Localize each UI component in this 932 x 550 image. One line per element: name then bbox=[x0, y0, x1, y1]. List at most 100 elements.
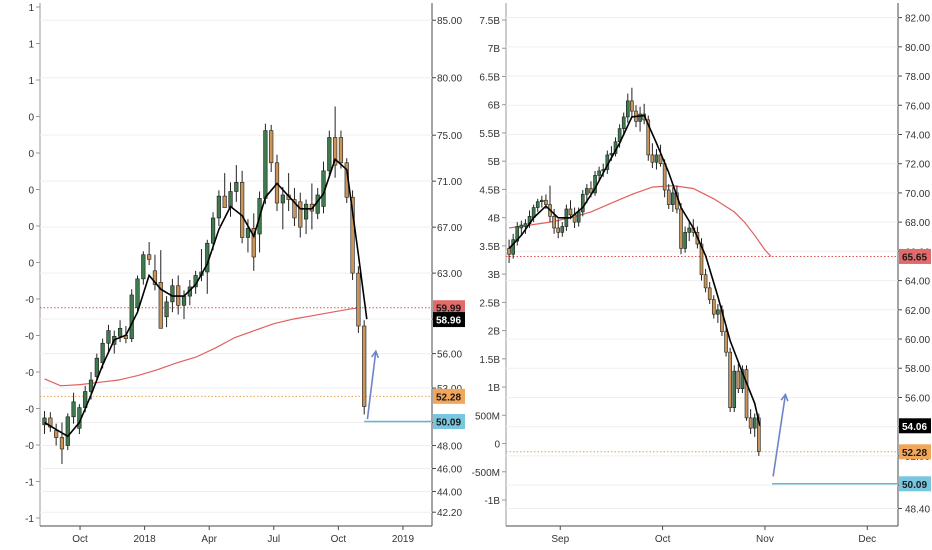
left-chart-panel: 85.0080.0075.0071.0067.0063.0059.0056.00… bbox=[25, 3, 465, 545]
right-axis-tick-label: 68.00 bbox=[905, 218, 930, 229]
left-axis-tick-label: -500M bbox=[472, 468, 500, 479]
right-axis-tick-label: 58.00 bbox=[905, 364, 930, 375]
x-axis-tick-label: 2019 bbox=[392, 534, 415, 545]
candle-body bbox=[671, 192, 675, 205]
candle bbox=[621, 112, 626, 136]
candle bbox=[732, 365, 737, 413]
candle bbox=[54, 423, 59, 446]
candle bbox=[176, 275, 181, 315]
candle-body bbox=[576, 211, 581, 223]
candle-body bbox=[54, 430, 59, 438]
candle bbox=[71, 392, 76, 424]
candle bbox=[210, 212, 216, 251]
candle bbox=[744, 365, 749, 421]
candle bbox=[687, 222, 692, 242]
left-axis-tick-label: -1B bbox=[484, 496, 500, 507]
candle-body bbox=[662, 163, 667, 191]
projection-arrow bbox=[772, 392, 789, 477]
candle-body bbox=[170, 285, 175, 303]
right-chart-panel: 82.00 80.00 78.00 76.00 74.00 72.00 70.00 68.00… bbox=[472, 3, 931, 545]
candle-body bbox=[240, 182, 245, 238]
right-axis-tick-label: 42.20 bbox=[437, 508, 462, 519]
candle-body bbox=[732, 370, 737, 408]
candle-body bbox=[748, 417, 753, 429]
candle bbox=[556, 219, 560, 239]
candle bbox=[152, 254, 158, 291]
right-axis-tick-label: 82.00 bbox=[905, 14, 930, 25]
candle bbox=[292, 188, 297, 226]
candle bbox=[597, 166, 601, 182]
right-axis-tick-label: 85.00 bbox=[437, 16, 462, 27]
level-price-tag-bg bbox=[899, 248, 931, 264]
candle-body bbox=[556, 227, 560, 233]
candle bbox=[356, 266, 361, 333]
candle-body bbox=[245, 227, 251, 238]
candle-body bbox=[106, 330, 111, 344]
candle-body bbox=[269, 130, 274, 164]
right-axis-tick-label: 48.40 bbox=[905, 504, 930, 515]
short-moving-average-line bbox=[44, 157, 368, 438]
candle-body bbox=[580, 194, 585, 213]
candle bbox=[327, 130, 332, 177]
candle bbox=[117, 320, 123, 343]
candle-body bbox=[699, 243, 704, 276]
level-price-tag-text: 50.09 bbox=[902, 480, 927, 491]
candle-body bbox=[707, 287, 712, 300]
candle-body bbox=[744, 369, 749, 419]
candle-body bbox=[621, 116, 626, 129]
candle-body bbox=[507, 248, 511, 255]
arrow-head bbox=[371, 349, 380, 359]
left-axis-tick-label: 7B bbox=[488, 44, 501, 55]
candle bbox=[48, 412, 53, 432]
candle-body bbox=[630, 100, 634, 112]
candle bbox=[728, 347, 732, 413]
left-axis-tick-label: 0 bbox=[494, 440, 500, 451]
candle-body bbox=[181, 295, 187, 306]
candle-body bbox=[362, 325, 367, 407]
candle-body bbox=[654, 154, 659, 163]
candle bbox=[333, 106, 338, 178]
level-price-tag-text: 65.65 bbox=[902, 252, 927, 263]
candle-body bbox=[568, 208, 573, 216]
candle bbox=[707, 282, 712, 304]
left-axis-tick-label: 0 bbox=[28, 149, 34, 160]
candle-body bbox=[736, 370, 741, 389]
candle bbox=[752, 413, 757, 437]
level-price-tag: 50.09 bbox=[899, 476, 931, 492]
candle-body bbox=[552, 215, 556, 229]
candle bbox=[736, 363, 741, 394]
candle bbox=[228, 182, 233, 217]
left-axis-tick-label: 5B bbox=[488, 157, 501, 168]
candle-body bbox=[683, 232, 687, 249]
level-price-tag-text: 59.99 bbox=[436, 304, 461, 315]
level-price-tag: 65.65 bbox=[899, 248, 931, 264]
level-price-tag-bg bbox=[899, 476, 931, 492]
left-axis-tick-label: 500M bbox=[475, 411, 500, 422]
right-axis-tick-label: 56.00 bbox=[437, 350, 462, 361]
candle-body bbox=[740, 369, 745, 389]
candle-body bbox=[298, 201, 303, 228]
level-price-tag: 52.28 bbox=[899, 444, 931, 460]
candle-body bbox=[152, 270, 158, 285]
candle bbox=[94, 353, 99, 382]
candle-body bbox=[724, 331, 728, 353]
left-axis-tick-label: 1 bbox=[28, 3, 34, 14]
x-axis-tick-label: Oct bbox=[655, 534, 671, 545]
candle-body bbox=[638, 113, 642, 122]
candle-body bbox=[303, 203, 309, 220]
candle-body bbox=[716, 309, 720, 315]
left-axis-tick-label: -1 bbox=[25, 514, 34, 525]
right-axis-tick-label: 80.00 bbox=[905, 43, 930, 54]
right-axis-tick-label: 71.00 bbox=[437, 177, 462, 188]
candle bbox=[234, 165, 239, 202]
candle bbox=[523, 219, 528, 234]
candle bbox=[671, 187, 675, 212]
candle-body bbox=[129, 294, 134, 339]
candle bbox=[740, 365, 745, 394]
candle bbox=[519, 220, 524, 236]
candle bbox=[269, 124, 274, 172]
left-axis-tick-label: 0 bbox=[28, 259, 34, 270]
level-price-tag-bg bbox=[899, 444, 931, 460]
candle bbox=[568, 200, 573, 220]
candle-body bbox=[515, 226, 520, 242]
